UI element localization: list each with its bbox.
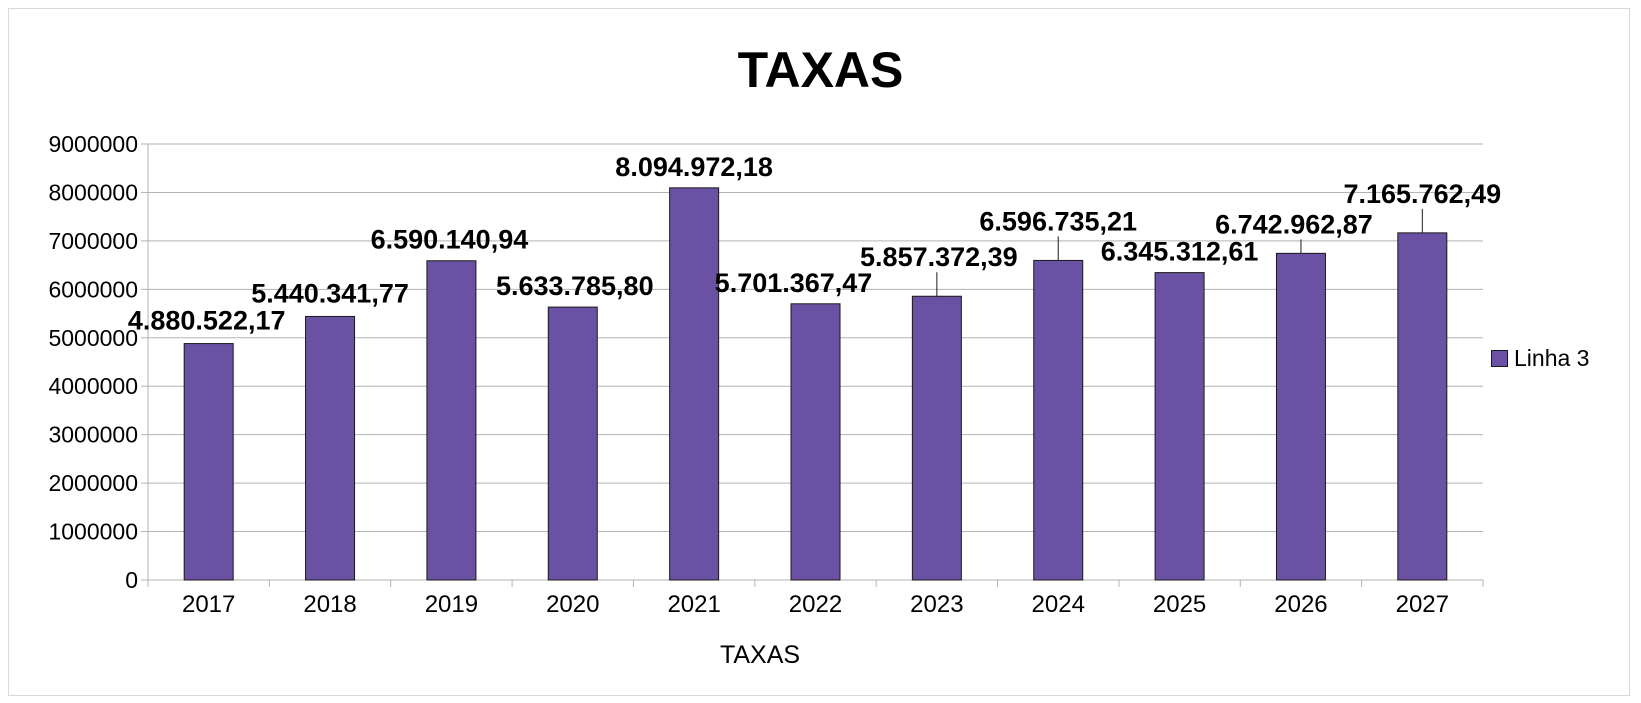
y-tick-label: 8000000	[48, 179, 138, 205]
x-tick-label: 2019	[425, 591, 478, 618]
bar	[911, 295, 962, 581]
data-label: 6.590.140,94	[371, 225, 529, 255]
x-tick-label: 2021	[667, 591, 720, 618]
x-tick-label: 2025	[1153, 591, 1206, 618]
x-tick-label: 2022	[789, 591, 842, 618]
data-label: 5.857.372,39	[860, 242, 1018, 272]
data-label: 6.345.312,61	[1101, 237, 1259, 267]
data-label: 7.165.762,49	[1343, 179, 1501, 209]
x-tick-label: 2017	[182, 591, 235, 618]
x-tick-label: 2024	[1032, 591, 1085, 618]
y-tick-label: 3000000	[48, 422, 138, 448]
bar	[1154, 272, 1205, 581]
data-label: 5.440.341,77	[251, 278, 409, 308]
bar	[1275, 252, 1326, 581]
bar	[183, 343, 234, 581]
chart-title: TAXAS	[737, 42, 904, 98]
y-tick-label: 7000000	[48, 228, 138, 254]
x-axis-title: TAXAS	[719, 641, 801, 669]
x-tick-label: 2023	[910, 591, 963, 618]
data-label: 8.094.972,18	[615, 152, 773, 182]
y-tick-label: 2000000	[48, 470, 138, 496]
x-tick-label: 2026	[1274, 591, 1327, 618]
legend: Linha 3	[1491, 345, 1589, 371]
legend-swatch	[1491, 349, 1508, 367]
y-tick-label: 0	[125, 567, 138, 593]
bar	[1397, 232, 1448, 581]
y-tick-label: 9000000	[48, 131, 138, 157]
y-tick-label: 5000000	[48, 325, 138, 351]
bar	[790, 303, 841, 581]
bar	[426, 260, 477, 581]
data-label: 5.633.785,80	[496, 271, 654, 301]
legend-label: Linha 3	[1514, 345, 1590, 371]
bar	[547, 306, 598, 581]
data-label: 5.701.367,47	[715, 268, 873, 298]
x-tick-label: 2020	[546, 591, 599, 618]
y-tick-label: 4000000	[48, 373, 138, 399]
data-label: 6.596.735,21	[979, 206, 1137, 236]
bar	[305, 315, 356, 581]
x-tick-label: 2027	[1396, 591, 1449, 618]
bar	[1033, 259, 1084, 581]
bar	[669, 187, 720, 581]
x-tick-label: 2018	[303, 591, 356, 618]
y-tick-label: 1000000	[48, 519, 138, 545]
y-tick-label: 6000000	[48, 276, 138, 302]
data-label: 4.880.522,17	[128, 306, 286, 336]
data-label: 6.742.962,87	[1215, 209, 1373, 239]
